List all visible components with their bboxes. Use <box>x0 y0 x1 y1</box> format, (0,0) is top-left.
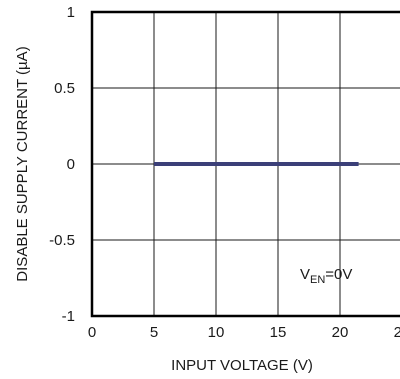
annotation-suffix: =0V <box>325 266 352 283</box>
x-tick-label: 10 <box>208 324 225 341</box>
plot-frame <box>90 10 400 318</box>
x-tick-labels: 0 5 10 15 20 25 <box>88 324 400 341</box>
y-tick-label: 1 <box>67 4 75 21</box>
y-axis-title: DISABLE SUPPLY CURRENT (µA) <box>14 46 31 281</box>
annotation-ven: VEN=0V <box>300 266 352 286</box>
x-tick-label: 5 <box>150 324 158 341</box>
annotation-subscript: EN <box>310 274 325 286</box>
x-tick-label: 15 <box>270 324 287 341</box>
y-tick-labels: 1 0.5 0 -0.5 -1 <box>49 4 75 325</box>
x-tick-label: 25 <box>394 324 400 341</box>
x-tick-label: 0 <box>88 324 96 341</box>
annotation-main: V <box>300 266 310 283</box>
y-tick-label: 0.5 <box>54 80 75 97</box>
y-tick-label: 0 <box>67 156 75 173</box>
y-tick-label: -0.5 <box>49 232 75 249</box>
x-tick-label: 20 <box>332 324 349 341</box>
y-tick-label: -1 <box>62 308 75 325</box>
x-axis-title: INPUT VOLTAGE (V) <box>171 357 313 374</box>
